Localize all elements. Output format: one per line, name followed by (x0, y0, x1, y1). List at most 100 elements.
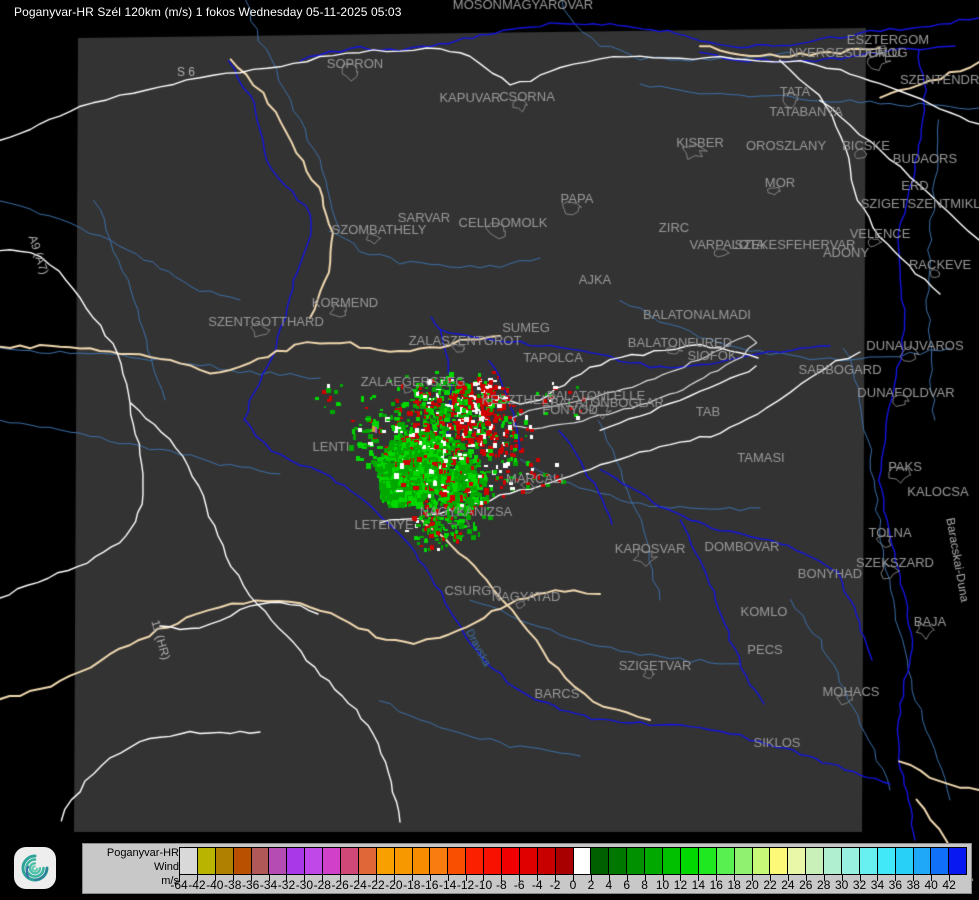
scale-tick (859, 875, 861, 881)
scale-swatch[interactable] (287, 848, 306, 874)
scale-tick (519, 875, 521, 881)
scale-swatch[interactable] (609, 848, 628, 874)
scale-swatch[interactable] (806, 848, 825, 874)
scale-tick-label: -22 (367, 878, 385, 892)
scale-tick-label: -2 (549, 878, 561, 892)
scale-tick-label: 10 (655, 878, 670, 892)
scale-swatch[interactable] (358, 848, 377, 874)
scale-tick (913, 875, 915, 881)
scale-tick-label: 26 (799, 878, 813, 892)
product-title: Poganyvar-HR Szél 120km (m/s) 1 fokos We… (14, 5, 402, 19)
scale-tick-label: 16 (709, 878, 723, 892)
color-scale-bar[interactable] (179, 847, 967, 875)
scale-tick-label: 40 (924, 878, 938, 892)
scale-swatch[interactable] (788, 848, 807, 874)
scale-swatch[interactable] (519, 848, 538, 874)
scale-tick-label: 28 (817, 878, 831, 892)
scale-swatch[interactable] (734, 848, 753, 874)
scale-tick-label: 20 (745, 878, 759, 892)
scale-tick (483, 875, 485, 881)
legend-radar-name: Poganyvar-HR (106, 847, 179, 859)
scale-swatch[interactable] (877, 848, 896, 874)
scale-wrap: -64 -42 -40 -38 -36 -34 -32 -30 -28 -26 -24 -22 -20-… (170, 847, 967, 894)
scale-swatch[interactable] (376, 848, 395, 874)
scale-swatch[interactable] (716, 848, 735, 874)
scale-tick (214, 875, 216, 881)
scale-tick (250, 875, 252, 881)
scale-tick (787, 875, 789, 881)
scale-swatch[interactable] (412, 848, 431, 874)
scale-swatch[interactable] (555, 848, 574, 874)
scale-swatch[interactable] (859, 848, 878, 874)
scale-tick (555, 875, 557, 881)
scale-swatch[interactable] (680, 848, 699, 874)
scale-swatch[interactable] (537, 848, 556, 874)
scale-tick (662, 875, 664, 881)
scale-tick (644, 875, 646, 881)
scale-tick (358, 875, 360, 881)
scale-tick-label: -8 (496, 878, 507, 892)
scale-swatch[interactable] (323, 848, 342, 874)
scale-tick-label: 34 (870, 878, 885, 892)
scale-swatch[interactable] (895, 848, 914, 874)
scale-swatch[interactable] (269, 848, 288, 874)
scale-swatch[interactable] (466, 848, 485, 874)
scale-tick (698, 875, 700, 881)
scale-swatch[interactable] (233, 848, 252, 874)
scale-tick-label: -20 (385, 878, 403, 892)
scale-tick (429, 875, 431, 881)
scale-swatch[interactable] (931, 848, 950, 874)
scale-tick-label: 18 (727, 878, 741, 892)
legend-quantity: Wind (153, 861, 179, 873)
scale-tick-label: 8 (641, 878, 648, 892)
scale-swatch[interactable] (573, 848, 592, 874)
scale-swatch[interactable] (949, 848, 967, 874)
scale-swatch[interactable] (215, 848, 234, 874)
scale-swatch[interactable] (180, 848, 198, 874)
scale-swatch[interactable] (394, 848, 413, 874)
scale-tick (608, 875, 610, 881)
scale-tick (949, 875, 951, 881)
scale-tick (411, 875, 413, 881)
scale-tick-label: 6 (623, 878, 631, 892)
scale-swatch[interactable] (824, 848, 842, 874)
scale-tick (447, 875, 449, 881)
scale-swatch[interactable] (251, 848, 270, 874)
scale-swatch[interactable] (430, 848, 449, 874)
color-scale-legend: Poganyvar-HR Wind m/s -64 -42 -40 -38 -36 -34… (82, 843, 972, 894)
spiral-storm-logo-icon (14, 847, 56, 889)
scale-tick (196, 875, 198, 881)
scale-swatch[interactable] (645, 848, 664, 874)
scale-swatch[interactable] (305, 848, 324, 874)
scale-tick-labels: -64 -42 -40 -38 -36 -34 -32 -30 -28 -26 -24 -22 -20-… (170, 878, 967, 894)
scale-swatch[interactable] (591, 848, 610, 874)
scale-swatch[interactable] (502, 848, 520, 874)
scale-swatch[interactable] (663, 848, 681, 874)
scale-tick (877, 875, 879, 881)
scale-tick-label: -26 (331, 878, 349, 892)
scale-tick-label: 0 (569, 878, 577, 892)
scale-tick (752, 875, 754, 881)
scale-swatch[interactable] (770, 848, 789, 874)
scale-swatch[interactable] (913, 848, 932, 874)
scale-swatch[interactable] (698, 848, 717, 874)
scale-swatch[interactable] (627, 848, 646, 874)
scale-tick (734, 875, 736, 881)
scale-tick-label: 30 (834, 878, 849, 892)
scale-tick-label: 38 (906, 878, 920, 892)
scale-swatch[interactable] (448, 848, 467, 874)
scale-tick-label: -40 (206, 878, 224, 892)
scale-swatch[interactable] (484, 848, 503, 874)
scale-tick (680, 875, 682, 881)
scale-swatch[interactable] (841, 848, 860, 874)
scale-tick-label: -12 (456, 878, 475, 892)
scale-tick-label: 14 (691, 878, 706, 892)
scale-tick-label: -18 (403, 878, 421, 892)
scale-swatch[interactable] (197, 848, 216, 874)
scale-swatch[interactable] (341, 848, 359, 874)
scale-swatch[interactable] (752, 848, 771, 874)
scale-tick-label: -10 (474, 878, 493, 892)
scale-tick (465, 875, 467, 881)
scale-tick (841, 875, 843, 881)
